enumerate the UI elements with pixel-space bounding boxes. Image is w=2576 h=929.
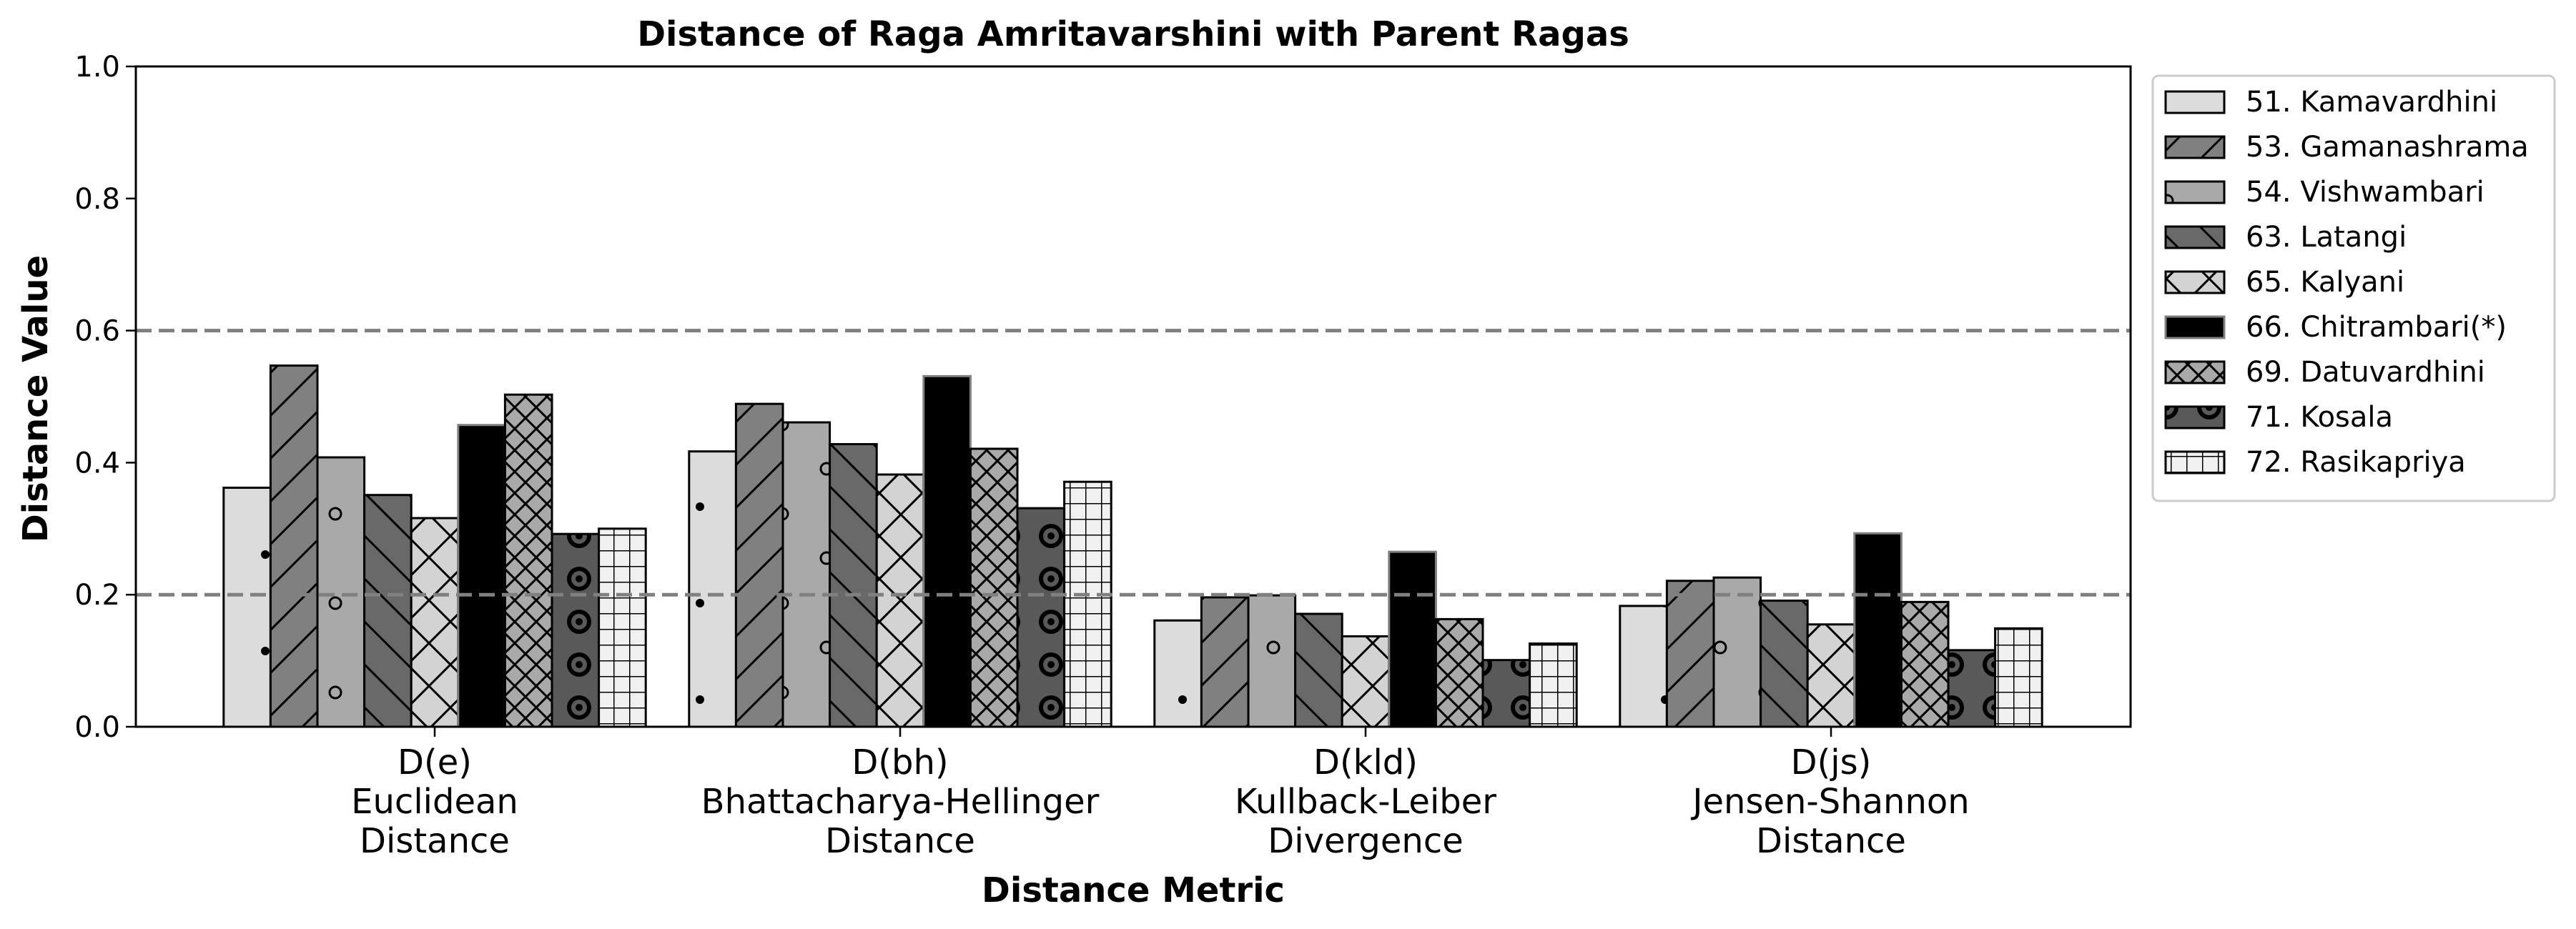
bar	[1760, 600, 1809, 728]
legend-label: 66. Chitrambari(*)	[2246, 311, 2507, 344]
bar	[1853, 532, 1903, 728]
x-tick-label: Distance	[825, 821, 975, 861]
legend-swatch	[2164, 270, 2226, 294]
x-tick-label: Bhattacharya-Hellinger	[701, 782, 1100, 822]
bar	[1900, 600, 1950, 728]
bar	[1806, 623, 1856, 728]
bar	[1294, 612, 1343, 728]
bar	[1665, 580, 1715, 728]
x-tick-label: Distance	[1756, 821, 1906, 861]
x-tick-label: D(js)	[1791, 742, 1872, 783]
y-tick-label: 0.6	[74, 315, 120, 348]
bar	[1063, 480, 1112, 728]
bar	[1947, 649, 1997, 728]
bar	[1016, 507, 1066, 728]
bar	[688, 450, 737, 728]
legend-frame	[2151, 74, 2556, 502]
y-tick-label: 1.0	[74, 51, 120, 84]
bar	[1247, 594, 1297, 728]
legend-swatch	[2164, 225, 2226, 249]
legend-label: 53. Gamanashrama	[2246, 131, 2529, 164]
bar	[1994, 627, 2043, 728]
legend-swatch	[2164, 315, 2226, 339]
bar	[1481, 659, 1531, 728]
bar	[1341, 635, 1391, 728]
x-tick-label: D(e)	[398, 742, 472, 783]
bar	[1529, 642, 1578, 728]
legend-label: 69. Datuvardhini	[2246, 356, 2485, 389]
bar	[598, 527, 647, 728]
bar	[1200, 596, 1250, 728]
legend-swatch	[2164, 135, 2226, 159]
y-axis-label: Distance Value	[16, 255, 56, 542]
bar	[551, 532, 601, 728]
bar	[1619, 605, 1668, 728]
bar	[922, 374, 972, 728]
legend-swatch	[2164, 450, 2226, 475]
bar	[781, 421, 831, 728]
plot-frame	[134, 65, 2132, 728]
legend-swatch	[2164, 180, 2226, 204]
bar	[969, 447, 1019, 728]
x-tick-label: Jensen-Shannon	[1690, 782, 1969, 822]
x-tick-label: D(bh)	[852, 742, 948, 783]
y-tick-label: 0.4	[74, 447, 120, 480]
bar	[269, 364, 319, 728]
legend-swatch	[2164, 90, 2226, 114]
bar	[1712, 576, 1762, 728]
x-tick-label: Divergence	[1268, 821, 1463, 861]
x-axis-label: Distance Metric	[982, 870, 1285, 910]
legend-swatch	[2164, 360, 2226, 384]
legend-label: 71. Kosala	[2246, 401, 2393, 434]
bar	[1388, 550, 1437, 728]
x-tick-label: Distance	[360, 821, 510, 861]
legend-swatch	[2164, 405, 2226, 429]
y-tick-label: 0.8	[74, 183, 120, 216]
legend-label: 54. Vishwambari	[2246, 176, 2484, 209]
x-tick-label: Kullback-Leiber	[1235, 782, 1496, 822]
bar	[1434, 617, 1484, 728]
bar	[1153, 619, 1203, 728]
y-tick-label: 0.0	[74, 711, 120, 744]
bar	[503, 393, 553, 728]
legend: 51. Kamavardhini 53. Gamanashrama 54. Vish…	[2151, 74, 2556, 502]
chart-title: Distance of Raga Amritavarshini with Par…	[637, 14, 1629, 54]
bar	[734, 402, 784, 728]
bar	[457, 424, 506, 728]
legend-label: 72. Rasikapriya	[2246, 446, 2466, 479]
legend-label: 51. Kamavardhini	[2246, 86, 2497, 119]
bar	[875, 473, 925, 728]
bar	[363, 494, 413, 728]
y-tick-label: 0.2	[74, 579, 120, 612]
x-tick-label: Euclidean	[351, 782, 518, 822]
legend-label: 65. Kalyani	[2246, 266, 2404, 299]
bar	[222, 487, 272, 728]
legend-label: 63. Latangi	[2246, 221, 2407, 254]
bar	[316, 456, 366, 728]
bar	[410, 517, 460, 728]
bar	[829, 443, 878, 728]
x-tick-label: D(kld)	[1313, 742, 1418, 783]
